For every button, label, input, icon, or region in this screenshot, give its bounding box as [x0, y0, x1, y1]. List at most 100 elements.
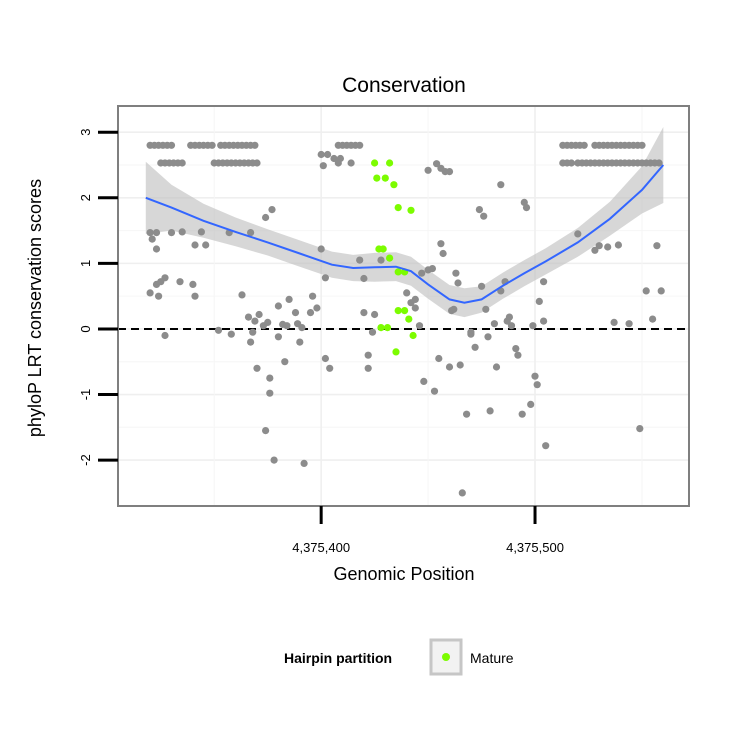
point-other: [580, 141, 588, 149]
point-other: [356, 141, 364, 149]
point-other: [484, 333, 492, 341]
point-other: [262, 213, 270, 222]
points-mature: [371, 159, 417, 356]
point-other: [247, 338, 255, 346]
point-other: [591, 246, 599, 254]
point-other: [439, 249, 447, 258]
point-other: [463, 410, 471, 418]
point-mature: [379, 245, 387, 253]
point-other: [274, 302, 282, 310]
y-tick-label: 0: [78, 325, 93, 332]
panel-border: [117, 105, 690, 507]
legend-key-mature: [442, 653, 450, 661]
y-tick-label: 1: [78, 260, 93, 267]
point-other: [430, 387, 439, 395]
point-mature: [401, 307, 409, 315]
point-other: [531, 372, 539, 380]
chart-title: Conservation: [342, 74, 466, 97]
point-mature: [383, 324, 392, 332]
point-other: [306, 309, 315, 317]
point-mature: [390, 181, 398, 189]
point-other: [244, 313, 253, 321]
point-other: [657, 287, 665, 295]
point-mature: [409, 331, 417, 340]
point-other: [253, 364, 261, 372]
point-other: [270, 456, 278, 464]
point-other: [317, 245, 325, 253]
point-other: [189, 280, 197, 288]
confidence-band-area: [145, 127, 664, 318]
point-other: [167, 141, 176, 149]
point-other: [238, 291, 246, 299]
point-other: [653, 242, 661, 250]
point-other: [529, 322, 537, 330]
point-other: [604, 243, 612, 251]
point-other: [497, 181, 505, 189]
point-other: [480, 212, 488, 220]
point-other: [178, 159, 186, 167]
plot-panel: [118, 106, 689, 506]
point-other: [456, 361, 464, 369]
point-other: [625, 320, 633, 328]
point-other: [253, 159, 261, 167]
point-other: [512, 345, 520, 353]
point-other: [330, 154, 338, 163]
point-mature: [377, 324, 385, 332]
point-other: [146, 289, 154, 297]
point-other: [636, 425, 644, 433]
point-other: [518, 410, 526, 418]
point-other: [424, 166, 432, 174]
point-other: [264, 318, 272, 326]
point-other: [492, 363, 501, 371]
legend-title: Hairpin partition: [284, 650, 392, 666]
point-other: [281, 358, 289, 366]
point-other: [411, 295, 419, 303]
point-other: [649, 315, 657, 323]
point-other: [595, 242, 603, 250]
y-axis-title: phyloP LRT conservation scores: [25, 179, 45, 437]
point-other: [445, 168, 454, 176]
point-other: [347, 159, 355, 167]
point-other: [227, 330, 235, 338]
y-tick-label: 2: [78, 194, 93, 201]
smooth-curve: [145, 164, 665, 304]
point-other: [371, 310, 379, 319]
point-other: [309, 292, 317, 300]
point-other: [445, 363, 454, 371]
x-axis: 4,375,400 4,375,500: [292, 506, 564, 555]
point-other: [283, 322, 291, 330]
point-other: [435, 354, 443, 363]
point-other: [326, 364, 334, 372]
point-other: [321, 354, 329, 363]
point-mature: [381, 174, 389, 182]
point-other: [478, 282, 486, 290]
point-other: [614, 241, 623, 249]
point-other: [486, 407, 494, 415]
point-other: [161, 331, 169, 340]
point-other: [268, 206, 276, 214]
point-other: [368, 328, 377, 336]
point-mature: [371, 159, 379, 167]
point-other: [454, 279, 462, 287]
point-other: [540, 317, 548, 325]
point-mature: [392, 348, 400, 356]
point-mature: [394, 268, 402, 276]
point-other: [411, 304, 419, 312]
point-other: [467, 330, 475, 338]
point-other: [356, 256, 364, 264]
point-mature: [394, 204, 402, 212]
point-other: [319, 162, 327, 170]
point-other: [191, 292, 199, 300]
plot-border: [117, 105, 690, 507]
point-other: [482, 305, 490, 313]
point-other: [266, 374, 274, 382]
point-other: [507, 322, 516, 330]
point-other: [298, 324, 306, 332]
point-other: [360, 274, 368, 283]
point-other: [317, 150, 325, 159]
point-other: [638, 141, 646, 149]
point-other: [247, 229, 255, 237]
point-other: [249, 328, 257, 336]
point-other: [540, 278, 548, 286]
point-other: [291, 309, 300, 317]
